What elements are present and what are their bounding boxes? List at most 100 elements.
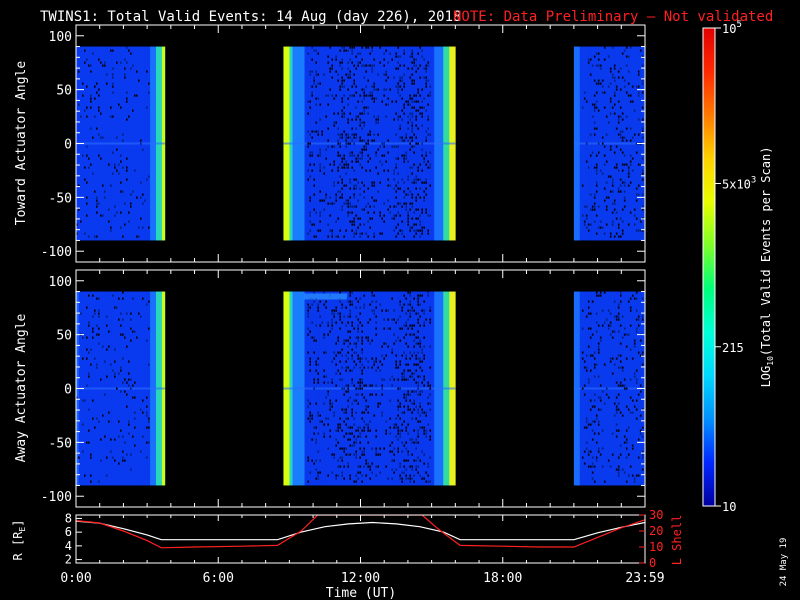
speckle [78,103,80,106]
x-tick-label: 23:59 [625,571,664,586]
speckle [349,136,351,139]
speckle [415,124,417,127]
speckle [130,67,132,70]
speckle [405,396,407,399]
speckle [601,172,604,175]
speckle [315,121,317,124]
speckle [359,136,361,139]
speckle [411,468,413,471]
speckle [589,208,592,211]
speckle [621,136,624,139]
speckle [391,468,393,471]
speckle [381,217,383,220]
speckle [377,115,379,118]
speckle [313,193,315,196]
speckle [399,127,401,130]
speckle [148,426,150,429]
speckle [337,73,339,76]
speckle [393,118,395,121]
speckle [383,169,385,172]
speckle [409,208,411,211]
speckle [395,190,397,193]
speckle [353,366,355,369]
speckle [359,441,361,444]
speckle [359,426,361,429]
speckle [619,148,622,151]
speckle [389,205,391,208]
speckle [136,235,138,238]
speckle [373,360,375,363]
speckle [309,73,311,76]
speckle [359,151,361,154]
speckle [427,229,429,232]
speckle [345,390,347,393]
speckle [355,456,357,459]
speckle [341,79,343,82]
y-tick-label: 100 [49,30,72,45]
preliminary-note: NOTE: Data Preliminary — Not validated [453,9,773,25]
speckle [627,223,630,226]
speckle [617,315,620,318]
speckle [126,166,128,169]
speckle [375,306,377,309]
speckle [611,106,614,109]
speckle [415,187,417,190]
speckle [399,79,401,82]
speckle [423,477,425,480]
speckle [313,79,315,82]
speckle [363,94,365,97]
speckle [593,351,596,354]
speckle [423,411,425,414]
speckle [397,115,399,118]
speckle [369,384,371,387]
speckle [415,100,417,103]
speckle [144,199,146,202]
speckle [637,85,640,88]
speckle [88,441,90,444]
speckle [355,91,357,94]
speckle [413,324,415,327]
speckle [92,315,94,318]
speckle [427,79,429,82]
speckle [621,468,624,471]
speckle [617,70,620,73]
speckle [86,154,88,157]
speckle [623,184,626,187]
speckle [423,97,425,100]
speckle [585,217,588,220]
speckle [337,79,339,82]
speckle [625,333,628,336]
speckle [403,324,405,327]
speckle [377,453,379,456]
speckle [601,447,604,450]
speckle [100,157,102,160]
speckle [601,91,604,94]
speckle [98,480,100,483]
speckle [415,342,417,345]
speckle [427,291,429,294]
speckle [84,166,86,169]
speckle [403,82,405,85]
speckle [315,360,317,363]
speckle [417,109,419,112]
speckle [415,369,417,372]
speckle [429,456,431,459]
speckle [114,205,116,208]
speckle [90,480,92,483]
speckle [641,315,644,318]
speckle [637,91,640,94]
speckle [417,52,419,55]
speckle [365,462,367,465]
speckle [307,405,309,408]
speckle [353,154,355,157]
speckle [595,291,598,294]
speckle [421,226,423,229]
speckle [323,369,325,372]
speckle [371,94,373,97]
speckle [359,139,361,142]
speckle [128,115,130,118]
speckle [333,112,335,115]
speckle [333,184,335,187]
speckle [353,133,355,136]
speckle [613,94,616,97]
